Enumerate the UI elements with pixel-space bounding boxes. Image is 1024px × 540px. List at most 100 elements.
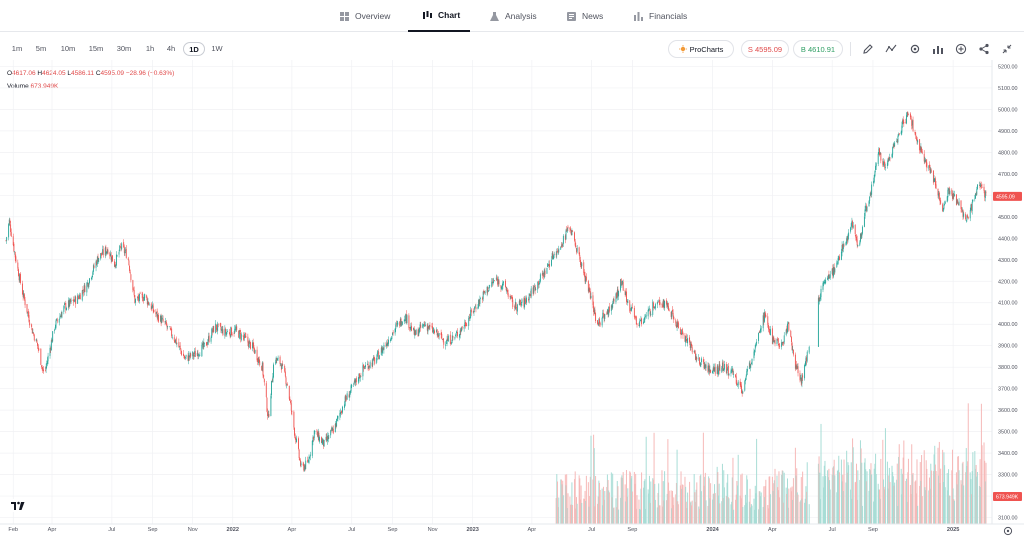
tab-overview-label: Overview	[355, 11, 391, 21]
volume-bar	[823, 487, 825, 524]
candle-body	[268, 414, 270, 417]
price-tick-label: 4100.00	[998, 301, 1018, 307]
sell-button[interactable]: S 4595.09	[741, 40, 789, 58]
candle-body	[428, 325, 430, 329]
timeframe-30m[interactable]: 30m	[116, 44, 132, 53]
timeframe-10m[interactable]: 10m	[60, 44, 76, 53]
volume-bar	[758, 509, 760, 524]
volume-bar	[924, 487, 926, 524]
candle-body	[49, 347, 51, 356]
candle-body	[515, 302, 517, 308]
volume-bar	[943, 452, 945, 524]
candle-body	[74, 296, 76, 302]
candle-body	[27, 312, 29, 313]
indicators-icon[interactable]	[885, 43, 897, 55]
candle-body	[802, 375, 804, 378]
axis-settings-icon[interactable]	[1003, 526, 1013, 536]
collapse-icon[interactable]	[1001, 43, 1013, 55]
volume-bar	[639, 508, 641, 524]
settings-icon[interactable]	[909, 43, 921, 55]
volume-bar	[617, 486, 619, 524]
candle-body	[102, 249, 104, 255]
timeframe-5m[interactable]: 5m	[35, 44, 47, 53]
volume-bar	[749, 488, 751, 524]
volume-bar	[905, 478, 907, 524]
candle-body	[574, 232, 575, 241]
pencil-icon[interactable]	[862, 43, 874, 55]
candle-body	[967, 215, 969, 218]
volume-bar	[882, 479, 884, 524]
volume-bar	[612, 473, 614, 524]
candle-body	[733, 374, 735, 375]
tab-analysis[interactable]: Analysis	[490, 0, 537, 32]
timeframe-1d[interactable]: 1D	[183, 42, 205, 56]
volume-bar	[671, 508, 673, 524]
candle-body	[524, 298, 526, 308]
volume-bar	[974, 451, 976, 524]
timeframe-15m[interactable]: 15m	[88, 44, 104, 53]
candle-body	[593, 305, 595, 313]
procharts-button[interactable]: ProCharts	[668, 40, 734, 58]
tab-chart[interactable]: Chart	[408, 0, 470, 32]
buy-button[interactable]: B 4610.91	[793, 40, 843, 58]
timeframe-1h[interactable]: 1h	[145, 44, 155, 53]
candle-body	[447, 337, 449, 341]
timeframe-4h[interactable]: 4h	[166, 44, 176, 53]
candle-body	[15, 256, 17, 263]
candle-body	[235, 326, 237, 330]
candle-body	[750, 363, 752, 365]
candle-body	[900, 131, 902, 135]
volume-bar	[682, 484, 684, 524]
candle-body	[478, 299, 480, 304]
candle-body	[842, 244, 844, 249]
candle-body	[392, 332, 393, 336]
candle-body	[335, 423, 337, 427]
candle-body	[236, 326, 238, 330]
candle-body	[852, 225, 854, 228]
last-volume-marker: 673.949K	[993, 492, 1022, 501]
candle-body	[217, 323, 219, 325]
volume-bar	[939, 483, 941, 524]
candle-body	[951, 189, 953, 195]
candle-body	[883, 161, 884, 166]
candle-body	[225, 332, 227, 335]
time-tick-label: Jul	[588, 527, 595, 533]
candle-body	[704, 364, 706, 369]
time-tick-label: Apr	[48, 527, 57, 533]
tab-financials[interactable]: Financials	[634, 0, 687, 32]
candle-body	[787, 323, 788, 333]
volume-bar	[587, 482, 589, 524]
candle-body	[377, 351, 379, 352]
candle-body	[337, 416, 339, 419]
share-icon[interactable]	[978, 43, 990, 55]
candle-body	[382, 348, 384, 354]
candle-body	[8, 219, 10, 226]
volume-bar	[685, 501, 687, 524]
volume-bar	[562, 480, 564, 524]
candle-body	[129, 272, 131, 274]
compare-icon[interactable]	[932, 43, 944, 55]
candle-body	[583, 262, 585, 274]
tab-news[interactable]: News	[567, 0, 603, 32]
candle-body	[552, 253, 554, 259]
tab-overview[interactable]: Overview	[340, 0, 390, 32]
candle-body	[373, 356, 375, 359]
time-axis: Feb Apr Jul Sep Nov 2022 Apr Jul Sep Nov 2023 Apr Ju…	[8, 527, 959, 533]
timeframe-1m[interactable]: 1m	[11, 44, 23, 53]
candle-body	[37, 342, 38, 346]
candle-body	[298, 438, 299, 449]
price-chart[interactable]: 3100.003200.003300.003400.003500.003600.…	[0, 60, 1024, 540]
candle-body	[909, 113, 911, 118]
candle-body	[54, 329, 56, 331]
add-icon[interactable]	[955, 43, 967, 55]
candle-body	[500, 285, 502, 289]
volume-bar	[589, 495, 591, 524]
volume-bar	[877, 483, 879, 524]
volume-bar	[886, 461, 888, 524]
candle-body	[696, 357, 698, 360]
candle-body	[829, 274, 831, 278]
candle-body	[866, 206, 868, 212]
candle-body	[972, 199, 974, 202]
timeframe-1w[interactable]: 1W	[211, 44, 223, 53]
candle-body	[825, 280, 827, 284]
